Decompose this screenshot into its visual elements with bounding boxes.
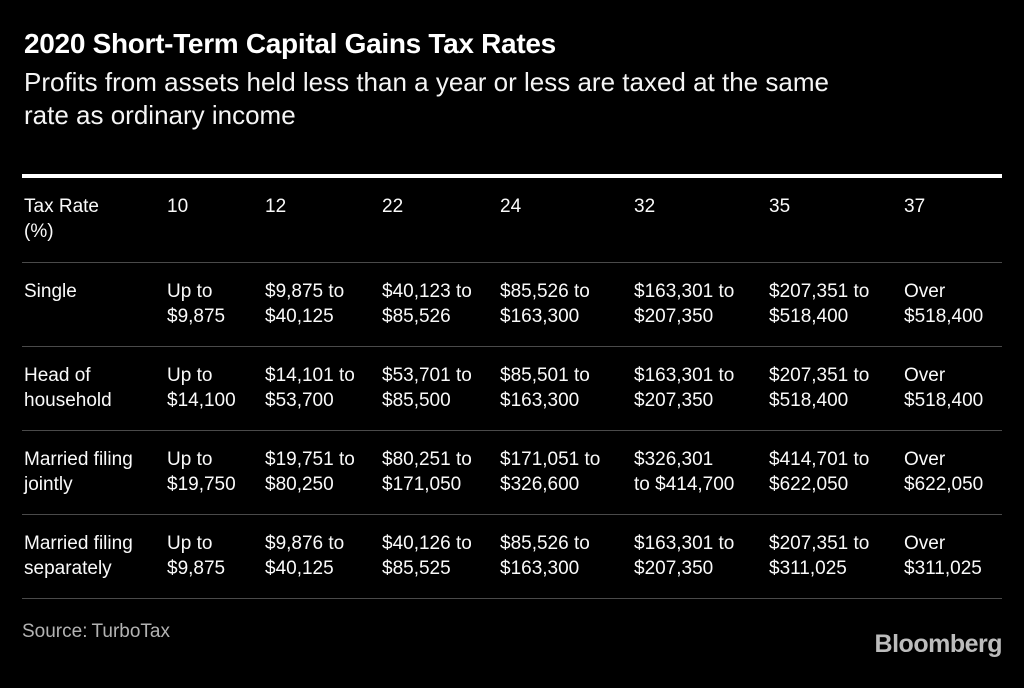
row-label: Single [22,262,165,347]
bracket-cell: $163,301 to $207,350 [632,262,767,347]
table-top-rule [22,174,1002,178]
table-row: Head of household Up to $14,100 $14,101 to… [22,346,1002,431]
bracket-cell: $40,126 to $85,525 [380,514,498,599]
bracket-cell: Over $518,400 [902,346,1002,431]
column-header-rate: 22 [380,178,498,263]
page-subtitle: Profits from assets held less than a yea… [24,67,829,130]
page-title: 2020 Short-Term Capital Gains Tax Rates [24,28,556,59]
bracket-cell: Up to $9,875 [165,262,263,347]
column-header-rate: 35 [767,178,902,263]
table-body: Single Up to $9,875 $9,875 to $40,125 $40,1… [22,262,1002,599]
column-header-rate: 10 [165,178,263,263]
bracket-cell: $85,526 to $163,300 [498,262,632,347]
bracket-cell: $326,301 to $414,700 [632,430,767,515]
bracket-cell: Over $622,050 [902,430,1002,515]
column-header-rate: 24 [498,178,632,263]
bracket-cell: $85,501 to $163,300 [498,346,632,431]
row-label: Head of household [22,346,165,431]
table-header-row: Tax Rate (%) 10 12 22 24 32 35 37 [22,178,1002,263]
bracket-cell: $9,876 to $40,125 [263,514,380,599]
row-label: Married filing separately [22,514,165,599]
table-row: Married filing jointly Up to $19,750 $19,7… [22,430,1002,515]
source-line: Source: TurboTax [22,621,170,643]
bracket-cell: $207,351 to $518,400 [767,262,902,347]
bracket-cell: $14,101 to $53,700 [263,346,380,431]
bracket-cell: Up to $9,875 [165,514,263,599]
bracket-cell: $207,351 to $311,025 [767,514,902,599]
source-label: Source: [22,620,88,642]
bracket-cell: $207,351 to $518,400 [767,346,902,431]
tax-rate-table: Tax Rate (%) 10 12 22 24 32 35 37 Single Up to $… [22,178,1002,599]
table-row: Married filing separately Up to $9,875 $9,… [22,514,1002,599]
bracket-cell: Up to $19,750 [165,430,263,515]
bracket-cell: Over $311,025 [902,514,1002,599]
bloomberg-logo: Bloomberg [874,629,1003,658]
bracket-cell: $53,701 to $85,500 [380,346,498,431]
source-text: TurboTax [91,620,170,642]
bracket-cell: Over $518,400 [902,262,1002,347]
bracket-cell: $19,751 to $80,250 [263,430,380,515]
bloomberg-graphic: 2020 Short-Term Capital Gains Tax Rates … [0,27,1024,688]
column-header-rate: 12 [263,178,380,263]
footer: Source: TurboTax Bloomberg [22,599,1003,659]
bracket-cell: $414,701 to $622,050 [767,430,902,515]
bracket-cell: $163,301 to $207,350 [632,346,767,431]
column-header-rate: 37 [902,178,1002,263]
bracket-cell: $85,526 to $163,300 [498,514,632,599]
bracket-cell: $80,251 to $171,050 [380,430,498,515]
row-label: Married filing jointly [22,430,165,515]
column-header-tax-rate: Tax Rate (%) [22,178,165,263]
bracket-cell: $163,301 to $207,350 [632,514,767,599]
column-header-rate: 32 [632,178,767,263]
table-row: Single Up to $9,875 $9,875 to $40,125 $40,1… [22,262,1002,347]
bracket-cell: Up to $14,100 [165,346,263,431]
bracket-cell: $9,875 to $40,125 [263,262,380,347]
bracket-cell: $171,051 to $326,600 [498,430,632,515]
bracket-cell: $40,123 to $85,526 [380,262,498,347]
